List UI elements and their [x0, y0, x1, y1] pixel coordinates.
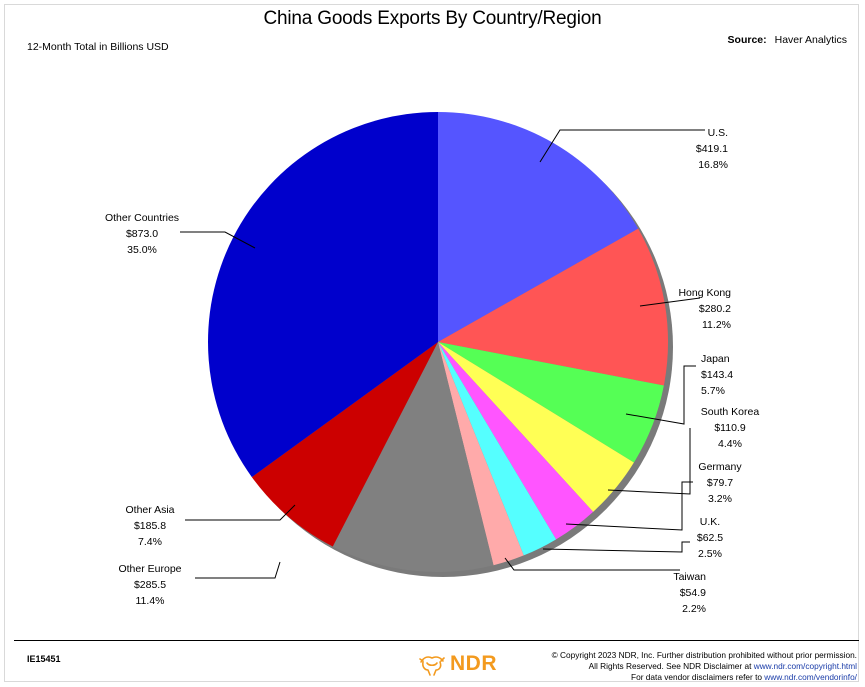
leader-line-hong-kong: [639, 297, 701, 307]
pie-slice-south-korea: [438, 342, 634, 512]
pie-slice-other-europe: [332, 342, 494, 573]
bull-icon: [419, 656, 445, 676]
copyright-line-2: All Rights Reserved. See NDR Disclaimer …: [588, 661, 857, 671]
chart-frame: [4, 4, 859, 682]
leader-line-taiwan: [504, 557, 680, 571]
leader-line-japan: [625, 365, 696, 425]
pie-slice-japan: [438, 342, 664, 463]
chart-title: China Goods Exports By Country/Region: [263, 8, 602, 29]
copyright-line-3: For data vendor disclaimers refer to www…: [631, 672, 857, 682]
label-value-other-countries: $873.0: [126, 228, 158, 240]
copyright-link[interactable]: www.ndr.com/copyright.html: [753, 661, 857, 671]
source-note: Source: Haver Analytics: [728, 34, 847, 46]
label-pct-japan: 5.7%: [701, 385, 725, 397]
label-value-u-s: $419.1: [696, 143, 728, 155]
ndr-logo: NDR: [418, 650, 497, 678]
label-name-other-countries: Other Countries: [105, 212, 179, 224]
leader-line-other-asia: [185, 504, 296, 521]
pie-chart: U.S. $419.1 16.8% Hong Kong $280.2 11.2% Japan…: [105, 112, 760, 615]
leader-line-other-countries: [180, 231, 256, 249]
leader-line-germany: [565, 481, 693, 531]
label-name-south-korea: South Korea: [701, 406, 760, 418]
leader-line-other-europe: [195, 561, 281, 579]
vendorinfo-link[interactable]: www.ndr.com/vendorinfo/: [764, 672, 857, 682]
label-name-other-europe: Other Europe: [118, 563, 181, 575]
pie-slice-other-asia: [251, 342, 438, 547]
chart-subtitle: 12-Month Total in Billions USD: [27, 41, 169, 53]
label-name-japan: Japan: [701, 353, 730, 365]
label-name-u-k: U.K.: [700, 516, 720, 528]
leader-line-u-s: [539, 129, 705, 163]
label-name-germany: Germany: [698, 461, 742, 473]
label-pct-south-korea: 4.4%: [718, 438, 742, 450]
label-value-south-korea: $110.9: [714, 422, 745, 434]
label-value-u-k: $62.5: [697, 532, 723, 544]
source-value: Haver Analytics: [774, 34, 847, 46]
leader-line-south-korea: [607, 428, 691, 495]
footer-divider: [14, 640, 859, 641]
leader-line-u-k: [542, 541, 690, 553]
ndr-logo-text: NDR: [450, 652, 497, 675]
pie-slice-taiwan: [438, 342, 524, 566]
pie-slice-u-s: [438, 112, 639, 342]
label-pct-other-countries: 35.0%: [127, 244, 157, 256]
label-value-japan: $143.4: [701, 369, 733, 381]
label-value-other-asia: $185.8: [134, 520, 166, 532]
pie-slice-hong-kong: [438, 228, 669, 386]
label-name-hong-kong: Hong Kong: [678, 287, 731, 299]
pie-slice-u-k: [438, 342, 557, 556]
pie-slice-other-countries: [208, 112, 438, 478]
label-pct-taiwan: 2.2%: [682, 603, 706, 615]
label-pct-u-k: 2.5%: [698, 548, 722, 560]
label-name-other-asia: Other Asia: [125, 504, 174, 516]
label-value-hong-kong: $280.2: [699, 303, 731, 315]
document-id: IE15451: [27, 654, 61, 664]
label-pct-other-europe: 11.4%: [136, 595, 165, 607]
label-name-u-s: U.S.: [708, 127, 728, 139]
label-name-taiwan: Taiwan: [673, 571, 706, 583]
copyright-notice: © Copyright 2023 NDR, Inc. Further distr…: [552, 650, 857, 683]
label-pct-other-asia: 7.4%: [138, 536, 162, 548]
source-label: Source:: [727, 34, 767, 46]
copyright-line-1: © Copyright 2023 NDR, Inc. Further distr…: [551, 650, 857, 660]
label-value-other-europe: $285.5: [134, 579, 166, 591]
label-value-taiwan: $54.9: [680, 587, 706, 599]
label-value-germany: $79.7: [707, 477, 733, 489]
label-pct-hong-kong: 11.2%: [702, 319, 731, 331]
label-pct-u-s: 16.8%: [698, 159, 728, 171]
label-pct-germany: 3.2%: [708, 493, 732, 505]
pie-slice-germany: [438, 342, 594, 540]
